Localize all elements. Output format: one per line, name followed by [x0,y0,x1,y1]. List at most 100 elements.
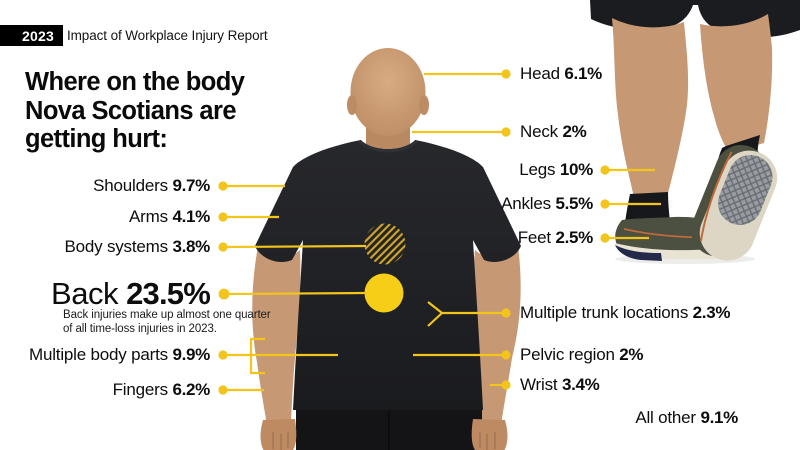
callout-dot [218,242,228,252]
label-pelvic-region: Pelvic region 2% [520,345,644,365]
callout-neck [412,127,511,137]
callout-wrist [490,380,511,390]
callout-body-systems [218,242,367,252]
label-legs: Legs 10% [519,160,593,180]
callout-head [424,69,511,79]
label-head-value: 6.1% [564,64,602,83]
report-title-text: Impact of Workplace Injury Report [67,28,268,43]
callout-multiple-body-parts [218,337,338,375]
walking-legs-photo [590,0,800,264]
page-title-line1: Where on the body [25,68,245,96]
left-hand [260,419,297,450]
label-feet-name: Feet [517,228,551,247]
callout-ankles [600,199,661,209]
callout-arms [218,212,279,222]
back-caption: Back injuries make up almost one quarter… [63,308,271,336]
label-pelvic-region-name: Pelvic region [520,345,615,364]
page-title: Where on the body Nova Scotians are gett… [25,68,245,154]
label-body-systems-value: 3.8% [172,237,210,256]
label-wrist-name: Wrist [520,375,558,394]
label-back: Back 23.5% [51,276,211,312]
callout-fork-upper [427,301,443,314]
label-multiple-trunk-locations-value: 2.3% [692,303,731,322]
label-body-systems: Body systems 3.8% [64,237,210,257]
label-arms-value: 4.1% [172,207,210,226]
callout-dot [501,69,511,79]
left-shoe-heel [615,245,662,261]
label-legs-value: 10% [559,160,593,179]
left-ear [347,95,357,115]
callout-line [228,291,367,296]
left-hand-fingers [272,432,289,450]
label-neck: Neck 2% [520,122,587,142]
label-shoulders-name: Shoulders [93,176,168,195]
right-hand-fingers [479,432,496,450]
callout-dot [501,127,511,137]
label-head: Head 6.1% [520,64,602,84]
label-back-value: 23.5% [126,276,211,311]
callout-dot [501,308,511,318]
callout-dot [218,288,230,300]
label-pelvic-region-value: 2% [619,345,644,364]
callout-multiple-trunk [427,301,511,327]
label-all-other: All other 9.1% [635,408,738,428]
callout-dot [218,350,228,360]
page-title-line2: Nova Scotians are [25,96,237,125]
callout-dot [218,385,228,395]
callout-fingers [218,385,264,395]
right-shoe-trim [699,151,733,242]
label-multiple-trunk-locations-name: Multiple trunk locations [520,303,689,322]
back-caption-line2: of all time-loss injuries in 2023. [63,323,217,335]
label-head-name: Head [520,64,560,83]
label-multiple-body-parts-value: 9.9% [172,345,210,364]
callout-back [218,288,367,300]
callout-dot [600,199,610,209]
label-all-other-value: 9.1% [700,408,738,427]
year-badge: 2023 [0,25,63,46]
label-ankles-name: Ankles [501,194,551,213]
left-leg [612,18,689,197]
callout-dot [600,233,610,243]
label-ankles-value: 5.5% [555,194,593,213]
back-caption-line1: Back injuries make up almost one quarter [63,309,271,321]
label-fingers-value: 6.2% [172,380,210,399]
head [350,48,426,136]
right-shoe-tread [718,155,773,225]
callout-bracket [249,337,265,375]
page-title-line3: getting hurt: [25,125,168,153]
callout-dot [218,212,228,222]
label-fingers-name: Fingers [112,380,168,399]
label-fingers: Fingers 6.2% [112,380,211,400]
label-ankles: Ankles 5.5% [501,194,593,214]
left-sock [625,192,670,223]
body-systems-hatched-circle [364,223,406,265]
label-shoulders-value: 9.7% [172,176,210,195]
label-shoulders: Shoulders 9.7% [93,176,210,196]
right-shoe [691,145,778,261]
callout-dot [600,165,610,175]
label-back-name: Back [51,276,118,311]
label-wrist: Wrist 3.4% [520,375,600,395]
left-arm [252,246,301,426]
label-wrist-value: 3.4% [561,375,600,394]
collar [358,139,418,153]
label-arms: Arms 4.1% [129,207,210,227]
callout-line [226,244,367,249]
back-highlight-circle [364,273,404,313]
callout-feet [600,233,649,243]
label-multiple-body-parts: Multiple body parts 9.9% [29,345,210,365]
right-hand [471,419,508,450]
label-neck-name: Neck [520,122,558,141]
callout-layer [218,69,661,395]
label-multiple-trunk-locations: Multiple trunk locations 2.3% [520,303,731,323]
year-badge-text: 2023 [22,27,54,44]
callout-dot [501,350,511,360]
label-body-systems-name: Body systems [64,237,168,256]
label-feet: Feet 2.5% [517,228,594,248]
callout-shoulders [218,181,285,191]
label-all-other-name: All other [635,408,696,427]
label-neck-value: 2% [562,122,587,141]
callout-dot [218,181,228,191]
callout-legs [600,165,655,175]
